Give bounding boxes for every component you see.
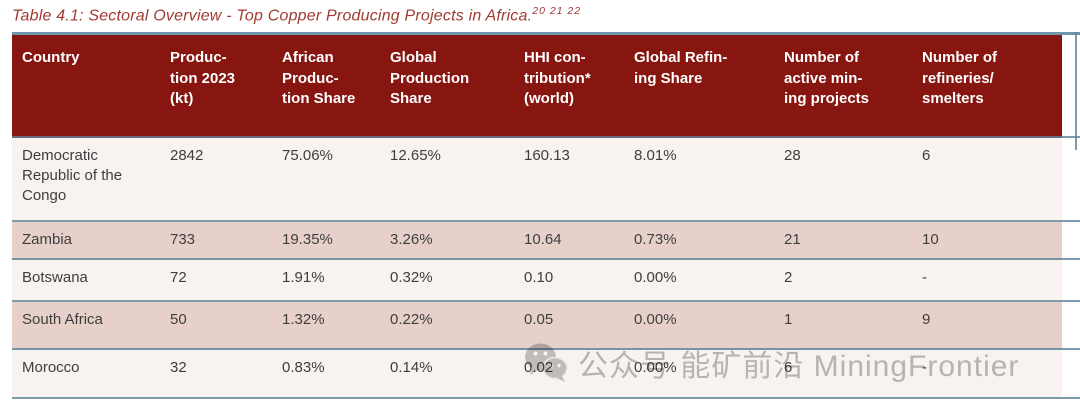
cell-global-share: 0.14% bbox=[390, 359, 433, 376]
cell-refining-share: 0.00% bbox=[634, 269, 677, 286]
cell-production: 72 bbox=[170, 269, 187, 286]
cell-hhi: 10.64 bbox=[524, 231, 562, 248]
cell-african-share: 19.35% bbox=[282, 231, 333, 248]
column-header-mining-projects: Number of active min- ing projects bbox=[784, 49, 870, 107]
cell-production: 2842 bbox=[170, 147, 204, 164]
cell-mining-projects: 6 bbox=[784, 359, 793, 376]
cell-hhi: 0.02 bbox=[524, 359, 554, 376]
cell-refineries: - bbox=[922, 269, 927, 286]
cell-country: Morocco bbox=[22, 359, 80, 376]
cell-refineries: 10 bbox=[922, 231, 939, 248]
cell-country: Zambia bbox=[22, 231, 73, 248]
cell-mining-projects: 28 bbox=[784, 147, 801, 164]
cell-african-share: 1.91% bbox=[282, 269, 325, 286]
column-header-refineries: Number of refineries/ smelters bbox=[922, 49, 997, 107]
table-caption-text: Table 4.1: Sectoral Overview - Top Coppe… bbox=[12, 7, 533, 25]
cell-production: 32 bbox=[170, 359, 187, 376]
cell-refineries: 9 bbox=[922, 311, 931, 328]
table-header-row: Country Produc- tion 2023 (kt) African P… bbox=[12, 32, 1080, 138]
cell-hhi: 0.10 bbox=[524, 269, 554, 286]
cell-african-share: 75.06% bbox=[282, 147, 333, 164]
cell-hhi: 0.05 bbox=[524, 311, 554, 328]
cell-global-share: 12.65% bbox=[390, 147, 441, 164]
cell-refining-share: 0.73% bbox=[634, 231, 677, 248]
column-header-global-share: Global Production Share bbox=[390, 49, 470, 107]
table-row-botswana: Botswana 72 1.91% 0.32% 0.10 0.00% 2 - bbox=[12, 260, 1080, 302]
cell-refineries: - bbox=[922, 359, 927, 376]
cell-mining-projects: 1 bbox=[784, 311, 793, 328]
cell-mining-projects: 21 bbox=[784, 231, 801, 248]
cell-mining-projects: 2 bbox=[784, 269, 793, 286]
table-row-south-africa: South Africa 50 1.32% 0.22% 0.05 0.00% 1… bbox=[12, 302, 1080, 350]
column-header-african-share: African Produc- tion Share bbox=[282, 49, 356, 107]
cell-african-share: 1.32% bbox=[282, 311, 325, 328]
right-edge-line bbox=[1075, 32, 1077, 150]
table-row-zambia: Zambia 733 19.35% 3.26% 10.64 0.73% 21 1… bbox=[12, 222, 1080, 260]
cell-refining-share: 0.00% bbox=[634, 311, 677, 328]
cell-global-share: 0.22% bbox=[390, 311, 433, 328]
footnote-references: 20 21 22 bbox=[532, 5, 582, 17]
cell-african-share: 0.83% bbox=[282, 359, 325, 376]
table-row-morocco: Morocco 32 0.83% 0.14% 0.02 0.00% 6 - bbox=[12, 350, 1080, 399]
cell-production: 733 bbox=[170, 231, 196, 248]
cell-country: South Africa bbox=[22, 311, 103, 328]
cell-country: Democratic Republic of the Congo bbox=[22, 147, 123, 204]
column-header-country: Country bbox=[22, 49, 80, 66]
table-row-drc: Democratic Republic of the Congo 2842 75… bbox=[12, 138, 1080, 222]
column-header-refining-share: Global Refin- ing Share bbox=[634, 49, 728, 87]
table-caption: Table 4.1: Sectoral Overview - Top Coppe… bbox=[12, 5, 581, 25]
cell-country: Botswana bbox=[22, 269, 88, 286]
cell-global-share: 0.32% bbox=[390, 269, 433, 286]
cell-refining-share: 8.01% bbox=[634, 147, 677, 164]
cell-hhi: 160.13 bbox=[524, 147, 570, 164]
column-header-hhi: HHI con- tribution* (world) bbox=[524, 49, 591, 107]
cell-global-share: 3.26% bbox=[390, 231, 433, 248]
cell-production: 50 bbox=[170, 311, 187, 328]
cell-refineries: 6 bbox=[922, 147, 931, 164]
cell-refining-share: 0.00% bbox=[634, 359, 677, 376]
column-header-production-2023: Produc- tion 2023 (kt) bbox=[170, 49, 236, 107]
copper-projects-table: Country Produc- tion 2023 (kt) African P… bbox=[12, 32, 1080, 399]
